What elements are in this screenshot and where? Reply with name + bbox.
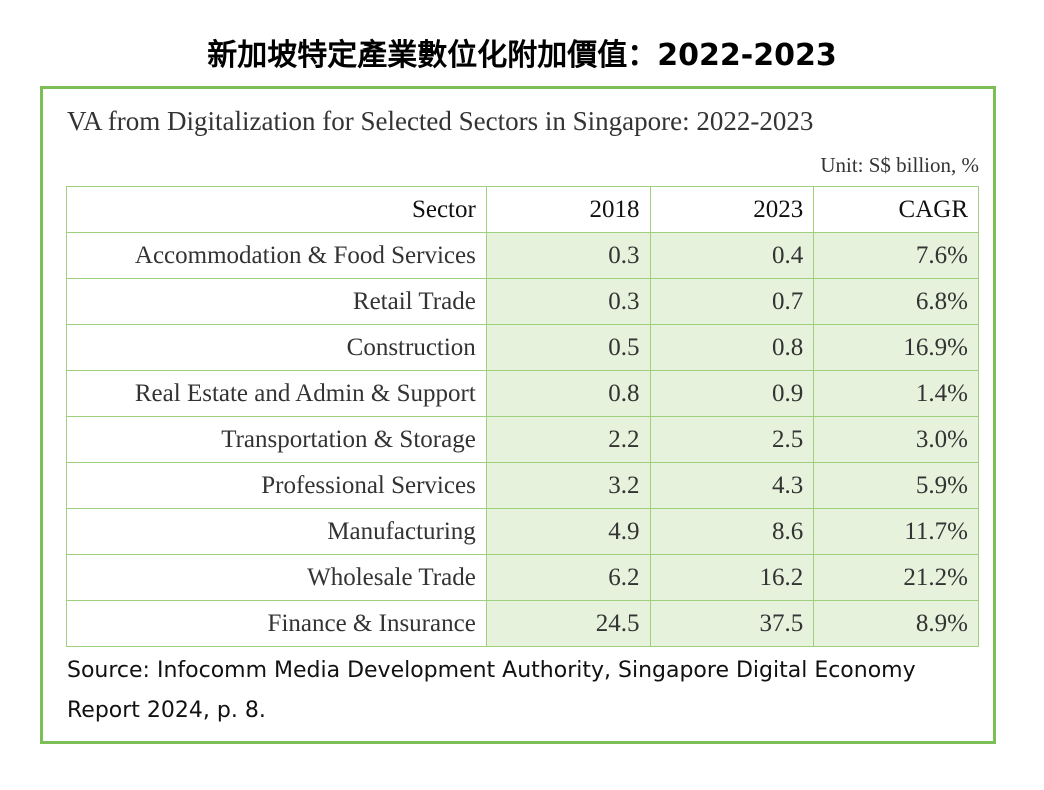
table-row: Construction 0.5 0.8 16.9% [66, 324, 979, 371]
value-2023-cell: 2.5 [649, 416, 815, 463]
header-sector: Sector [66, 186, 487, 233]
table-row: Manufacturing 4.9 8.6 11.7% [66, 508, 979, 555]
value-2018-cell: 0.5 [485, 324, 651, 371]
value-2018-cell: 0.8 [485, 370, 651, 417]
value-2018-cell: 4.9 [485, 508, 651, 555]
table-row: Accommodation & Food Services 0.3 0.4 7.… [66, 232, 979, 279]
value-2023-cell: 37.5 [649, 600, 815, 647]
header-2023: 2023 [649, 186, 815, 233]
value-2018-cell: 0.3 [485, 278, 651, 325]
sector-cell: Finance & Insurance [66, 600, 487, 647]
cagr-cell: 6.8% [813, 278, 979, 325]
table-row: Professional Services 3.2 4.3 5.9% [66, 462, 979, 509]
sector-cell: Construction [66, 324, 487, 371]
sector-cell: Manufacturing [66, 508, 487, 555]
source-note: Source: Infocomm Media Development Autho… [67, 658, 916, 723]
table-title: VA from Digitalization for Selected Sect… [67, 106, 814, 136]
sector-cell: Real Estate and Admin & Support [66, 370, 487, 417]
cagr-cell: 16.9% [813, 324, 979, 371]
value-2018-cell: 2.2 [485, 416, 651, 463]
sector-cell: Accommodation & Food Services [66, 232, 487, 279]
value-2018-cell: 24.5 [485, 600, 651, 647]
value-2023-cell: 0.4 [649, 232, 815, 279]
table-panel: VA from Digitalization for Selected Sect… [40, 86, 996, 744]
cagr-cell: 3.0% [813, 416, 979, 463]
page-title: 新加坡特定產業數位化附加價值：2022-2023 [207, 38, 837, 73]
cagr-cell: 11.7% [813, 508, 979, 555]
table-row: Wholesale Trade 6.2 16.2 21.2% [66, 554, 979, 601]
unit-label: Unit: S$ billion, % [820, 153, 979, 177]
value-2023-cell: 16.2 [649, 554, 815, 601]
value-2018-cell: 0.3 [485, 232, 651, 279]
header-2018: 2018 [485, 186, 651, 233]
header-cagr: CAGR [813, 186, 979, 233]
value-2023-cell: 0.8 [649, 324, 815, 371]
table-row: Finance & Insurance 24.5 37.5 8.9% [66, 600, 979, 647]
sector-cell: Wholesale Trade [66, 554, 487, 601]
sector-cell: Transportation & Storage [66, 416, 487, 463]
value-2023-cell: 8.6 [649, 508, 815, 555]
value-2023-cell: 4.3 [649, 462, 815, 509]
cagr-cell: 5.9% [813, 462, 979, 509]
table-row: Transportation & Storage 2.2 2.5 3.0% [66, 416, 979, 463]
cagr-cell: 7.6% [813, 232, 979, 279]
value-2018-cell: 3.2 [485, 462, 651, 509]
sector-cell: Retail Trade [66, 278, 487, 325]
value-2023-cell: 0.9 [649, 370, 815, 417]
table-row: Retail Trade 0.3 0.7 6.8% [66, 278, 979, 325]
value-2023-cell: 0.7 [649, 278, 815, 325]
cagr-cell: 8.9% [813, 600, 979, 647]
sector-cell: Professional Services [66, 462, 487, 509]
header-row: Sector 2018 2023 CAGR [66, 186, 979, 233]
data-table: Sector 2018 2023 CAGR Accommodation & Fo… [66, 186, 979, 647]
table-row: Real Estate and Admin & Support 0.8 0.9 … [66, 370, 979, 417]
value-2018-cell: 6.2 [485, 554, 651, 601]
cagr-cell: 1.4% [813, 370, 979, 417]
cagr-cell: 21.2% [813, 554, 979, 601]
